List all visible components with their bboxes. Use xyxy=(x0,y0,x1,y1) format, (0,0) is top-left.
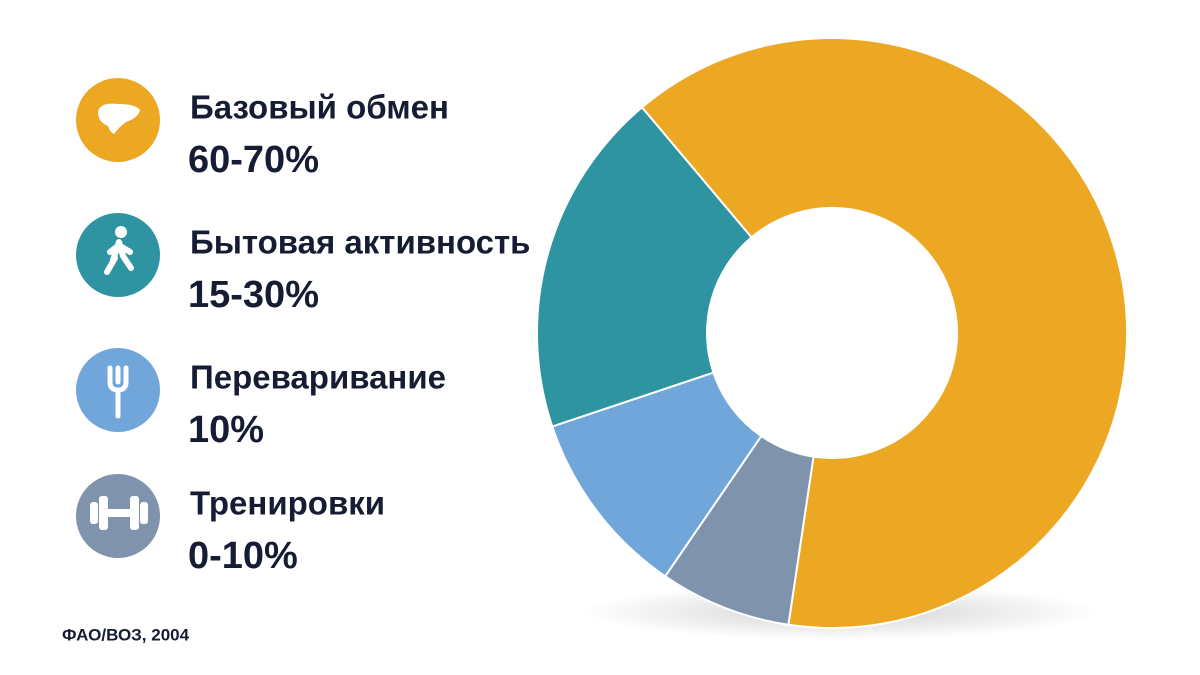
legend-range: 10% xyxy=(188,409,264,451)
slice xyxy=(663,434,815,626)
donut xyxy=(536,37,1128,629)
slice xyxy=(550,371,763,578)
legend: Базовый обмен 60-70% Бытовая активность 15-… xyxy=(188,89,530,577)
slice xyxy=(640,37,1128,629)
legend-icon xyxy=(76,213,160,297)
fork-icon xyxy=(107,365,129,419)
legend-label: Переваривание xyxy=(190,359,446,396)
legend-range: 60-70% xyxy=(188,139,319,181)
source: ФАО/ВОЗ, 2004 xyxy=(62,625,190,644)
walker-icon xyxy=(104,226,134,275)
liver-icon xyxy=(98,103,140,134)
slice xyxy=(536,105,753,428)
legend-label: Бытовая активность xyxy=(190,224,530,261)
legend-label: Базовый обмен xyxy=(190,89,449,126)
legend-range: 15-30% xyxy=(188,274,319,316)
dumbbell-icon xyxy=(90,496,148,530)
legend-label: Тренировки xyxy=(190,485,385,522)
icons xyxy=(90,103,148,530)
legend-range: 0-10% xyxy=(188,535,298,577)
